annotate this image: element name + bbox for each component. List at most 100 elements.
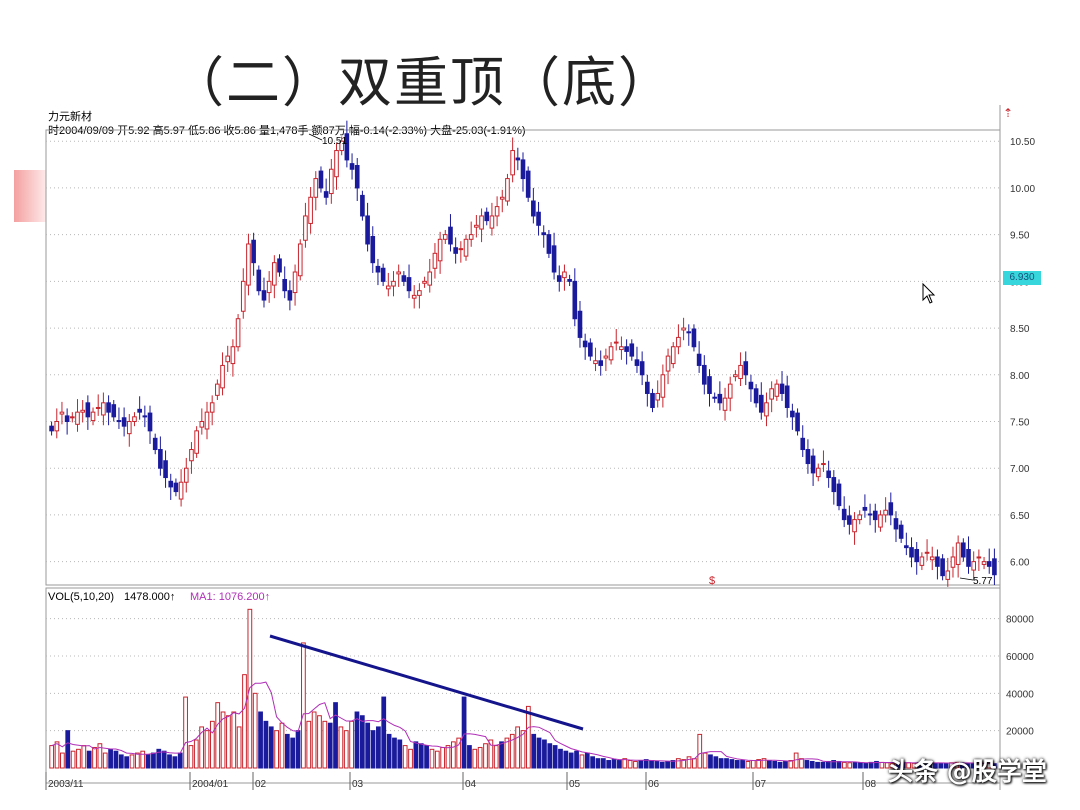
volume-bar [204, 730, 210, 769]
volume-bar [408, 748, 413, 769]
volume-downtrend-line [269, 634, 584, 731]
candle-body [619, 346, 624, 351]
volume-bar [483, 743, 488, 769]
candle-body [577, 310, 583, 338]
candle-body [598, 360, 604, 366]
volume-bar [681, 759, 687, 769]
volume-bar [606, 760, 612, 769]
candle-body [655, 392, 661, 401]
candle-body [805, 449, 811, 465]
candle-body [536, 211, 541, 226]
x-tick-label: 2003/11 [48, 779, 84, 790]
volume-bar [879, 761, 885, 769]
watermark: 头条 @股学堂 [888, 757, 1047, 786]
candle-body [567, 278, 572, 282]
candle-body [681, 327, 686, 331]
volume-bar [970, 763, 976, 769]
candle-body [297, 243, 303, 277]
candle-body [831, 477, 837, 493]
candle-body [836, 483, 842, 507]
candle-body [696, 353, 702, 366]
volume-bar [627, 760, 633, 769]
volume-bar [129, 754, 135, 769]
volume-bar [874, 760, 879, 769]
candle-body [230, 346, 236, 365]
volume-bar [161, 750, 167, 769]
candle-body [69, 416, 75, 419]
candle-body [733, 374, 738, 378]
candle-body [453, 247, 458, 254]
volume-bar [70, 750, 76, 769]
candle-body [976, 556, 982, 559]
volume-bar [461, 696, 467, 769]
candle-body [246, 243, 251, 286]
volume-bar [242, 674, 247, 769]
candle-body [888, 502, 894, 516]
volume-bar [434, 750, 440, 769]
candle-body [95, 406, 101, 409]
volume-bar [777, 761, 783, 769]
stock-name: 力元新材 [48, 111, 92, 123]
candle-body [272, 262, 277, 286]
candle-body [287, 290, 293, 301]
candle-body [126, 420, 132, 435]
volume-bar [863, 762, 869, 769]
candle-body [945, 570, 951, 580]
volume-bar [638, 760, 644, 769]
candle-body [235, 318, 241, 348]
volume-bar [226, 715, 231, 769]
candle-body [168, 480, 174, 488]
volume-bar [938, 763, 944, 769]
volume-bar [954, 761, 960, 769]
price-tick-label: 9.50 [1010, 231, 1030, 242]
volume-bar [622, 758, 628, 769]
volume-bar [343, 730, 349, 769]
volume-bar [349, 720, 354, 769]
candle-body [924, 551, 930, 554]
volume-bar [617, 760, 622, 769]
svg-text:5.77: 5.77 [973, 576, 993, 587]
candle-body [194, 430, 199, 454]
volume-bar [847, 762, 853, 769]
candle-body [49, 425, 54, 432]
candle-body [152, 437, 158, 451]
volume-bar [734, 760, 740, 769]
candle-body [790, 410, 795, 418]
volume-bar [515, 726, 521, 769]
candle-body [753, 388, 759, 404]
candle-body [582, 340, 588, 348]
candle-body [344, 133, 350, 161]
candle-body [474, 224, 479, 228]
price-tick-label: 8.50 [1010, 324, 1030, 335]
price-tick-label: 7.50 [1010, 417, 1030, 428]
volume-bar [124, 756, 130, 769]
candle-body [189, 449, 194, 462]
volume-bar [424, 745, 429, 769]
candle-body [499, 196, 505, 200]
volume-bar [333, 702, 338, 769]
candle-body [779, 383, 785, 394]
volume-bar [97, 743, 103, 769]
candle-body [380, 267, 386, 282]
candle-body [551, 245, 557, 273]
candle-body [665, 355, 671, 372]
candle-body [256, 269, 262, 292]
candle-body [572, 280, 578, 320]
volume-bar [831, 760, 837, 769]
volume-bar [552, 745, 558, 769]
volume-bar [531, 733, 537, 769]
candle-body [562, 271, 567, 279]
candle-body [85, 402, 91, 418]
candle-body [520, 159, 526, 180]
candle-body [106, 402, 111, 413]
price-tick-label: 7.00 [1010, 464, 1030, 475]
candle-body [852, 519, 857, 533]
candle-body [442, 234, 448, 240]
candle-body [686, 331, 692, 334]
candle-body [116, 420, 122, 423]
candle-body [163, 460, 168, 479]
stock-info-line: 时2004/09/09 开5.92 高5.97 低5.86 收5.86 量1,4… [48, 125, 526, 137]
candle-body [401, 275, 407, 282]
volume-bar [338, 726, 344, 769]
